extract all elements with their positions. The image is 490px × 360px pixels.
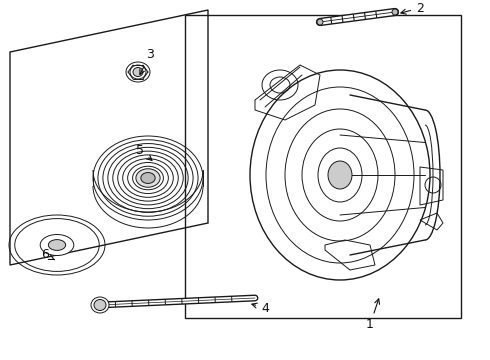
Text: 4: 4: [252, 302, 269, 315]
Text: 3: 3: [140, 49, 154, 75]
Text: 2: 2: [401, 1, 424, 14]
Ellipse shape: [328, 161, 352, 189]
Ellipse shape: [141, 172, 155, 184]
Ellipse shape: [136, 169, 160, 187]
Ellipse shape: [317, 19, 323, 25]
Text: 1: 1: [366, 299, 380, 332]
Ellipse shape: [40, 234, 74, 256]
Ellipse shape: [392, 9, 398, 15]
Text: 6: 6: [41, 248, 54, 261]
Ellipse shape: [94, 300, 106, 310]
Ellipse shape: [133, 68, 143, 77]
Text: 5: 5: [136, 144, 152, 160]
Ellipse shape: [49, 240, 66, 251]
Ellipse shape: [91, 297, 109, 313]
